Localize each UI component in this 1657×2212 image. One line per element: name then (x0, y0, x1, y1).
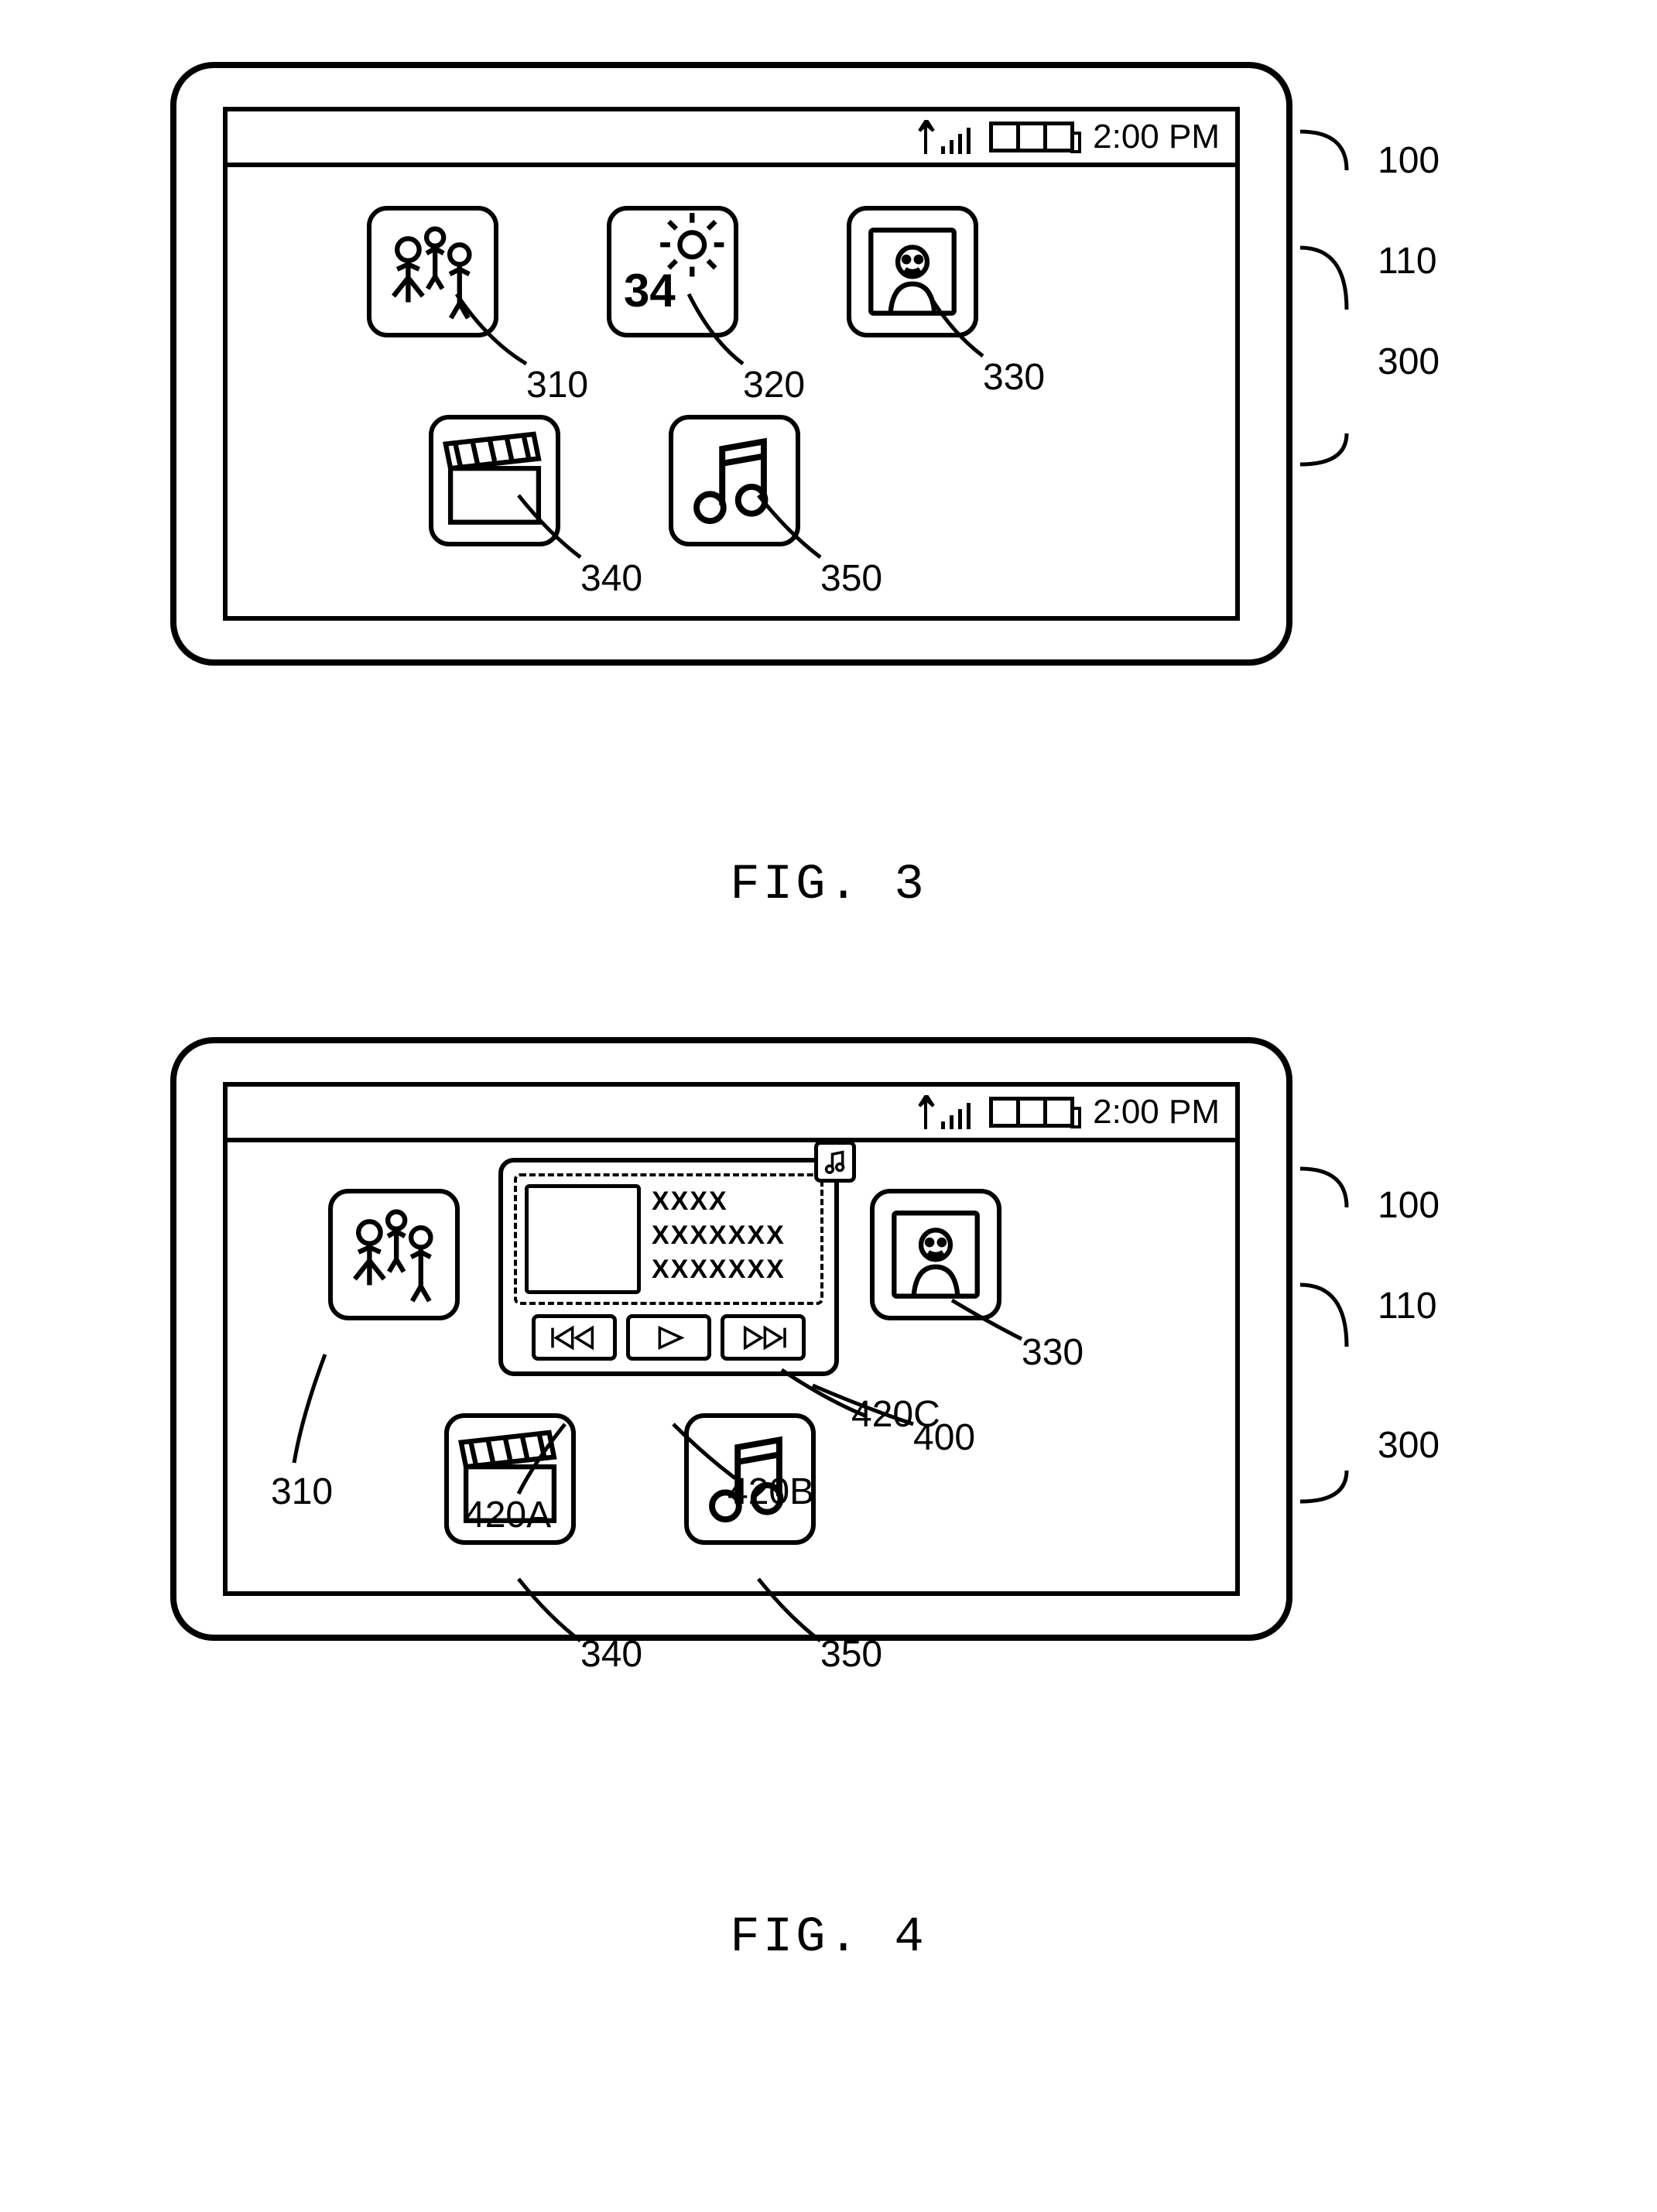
movie-icon[interactable] (444, 1413, 576, 1545)
clock-text: 2:00 PM (1093, 118, 1220, 156)
weather-icon[interactable]: 34 (607, 206, 738, 337)
music-icon[interactable] (684, 1413, 816, 1545)
music-widget: XXXX XXXXXXX XXXXXXX (498, 1158, 839, 1376)
signal-icon (916, 1095, 971, 1129)
battery-icon (989, 1097, 1074, 1128)
ref-110-f4: 110 (1378, 1285, 1437, 1327)
battery-icon (989, 122, 1074, 152)
track-info: XXXX XXXXXXX XXXXXXX (652, 1184, 813, 1294)
ref-300-f4: 300 (1378, 1424, 1440, 1467)
track-line-3: XXXXXXX (652, 1252, 813, 1286)
signal-icon (916, 120, 971, 154)
device: 2:00 PM (170, 62, 1292, 666)
screen: 2:00 PM (223, 1082, 1240, 1596)
home-screen: 34 (228, 167, 1235, 616)
ref-110: 110 (1378, 240, 1437, 282)
widget-info-area: XXXX XXXXXXX XXXXXXX (514, 1173, 823, 1305)
photo-icon[interactable] (870, 1189, 1001, 1320)
screen: 2:00 PM (223, 107, 1240, 621)
movie-icon[interactable] (429, 415, 560, 546)
track-line-2: XXXXXXX (652, 1218, 813, 1252)
figure-caption-4: FIG. 4 (31, 1910, 1626, 1966)
home-screen: XXXX XXXXXXX XXXXXXX (228, 1142, 1235, 1591)
status-bar: 2:00 PM (228, 111, 1235, 167)
status-bar: 2:00 PM (228, 1087, 1235, 1142)
photo-icon[interactable] (847, 206, 978, 337)
ref-100-f4: 100 (1378, 1184, 1440, 1227)
people-icon[interactable] (328, 1189, 460, 1320)
widget-mini-icon[interactable] (814, 1141, 856, 1183)
music-icon[interactable] (669, 415, 800, 546)
prev-button[interactable] (532, 1314, 617, 1361)
ref-300: 300 (1378, 341, 1440, 383)
device: 2:00 PM (170, 1037, 1292, 1641)
figure-caption-3: FIG. 3 (31, 858, 1626, 913)
clock-text: 2:00 PM (1093, 1093, 1220, 1132)
ref-100: 100 (1378, 139, 1440, 182)
track-line-1: XXXX (652, 1184, 813, 1218)
next-button[interactable] (721, 1314, 806, 1361)
weather-temp: 34 (624, 264, 676, 317)
album-art (525, 1184, 641, 1294)
play-button[interactable] (626, 1314, 711, 1361)
people-icon[interactable] (367, 206, 498, 337)
